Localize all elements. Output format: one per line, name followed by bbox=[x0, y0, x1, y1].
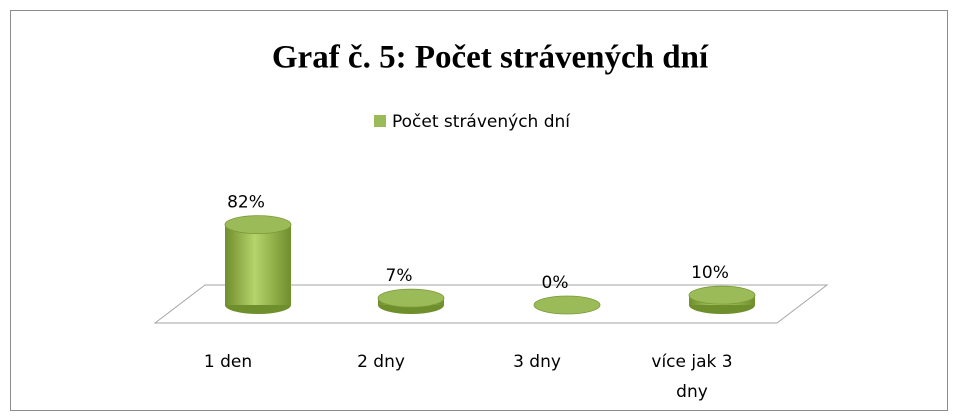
data-label: 7% bbox=[386, 266, 413, 286]
bar-top bbox=[224, 215, 292, 235]
bar-top bbox=[377, 288, 445, 308]
data-label: 82% bbox=[227, 193, 265, 213]
bar-top bbox=[533, 295, 601, 315]
data-label: 10% bbox=[691, 263, 729, 283]
x-tick-label-line: dny bbox=[676, 382, 708, 402]
legend-label: Počet strávených dní bbox=[392, 112, 571, 132]
chart-title: Graf č. 5: Počet strávených dní bbox=[272, 40, 709, 76]
x-tick-label-line: více jak 3 bbox=[651, 352, 732, 372]
chart-frame bbox=[10, 10, 948, 411]
x-tick-label: více jak 3 dny bbox=[651, 352, 732, 402]
x-tick-label: 2 dny bbox=[357, 352, 405, 372]
legend-swatch bbox=[374, 115, 386, 127]
bar-body bbox=[225, 224, 291, 305]
bar-top bbox=[688, 285, 756, 305]
data-label: 0% bbox=[542, 273, 569, 293]
x-tick-label: 1 den bbox=[204, 352, 252, 372]
x-tick-label: 3 dny bbox=[513, 352, 561, 372]
floor bbox=[153, 284, 829, 324]
